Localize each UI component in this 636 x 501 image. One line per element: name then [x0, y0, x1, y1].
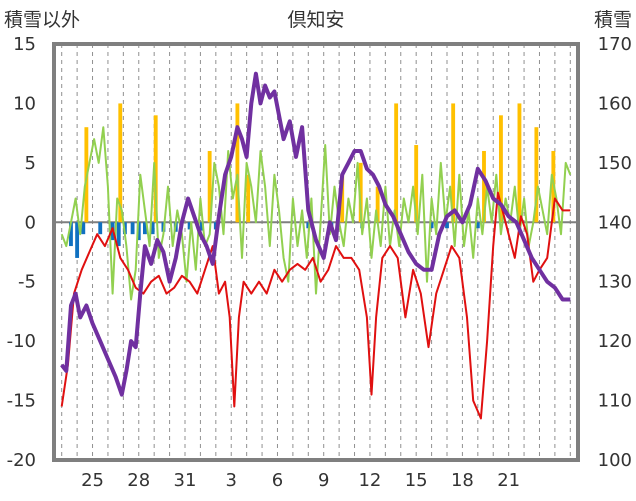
green-series-line [60, 126, 572, 301]
bar-orange [499, 115, 503, 223]
bar-orange [153, 115, 158, 223]
bar-blue [116, 222, 121, 247]
bar-orange [340, 174, 345, 223]
left-tick-label: -15 [7, 391, 36, 412]
grid-lines [54, 44, 578, 460]
left-tick-label: -20 [7, 450, 36, 471]
x-tick-label: 31 [174, 470, 197, 491]
x-axis-ticks: 25 28 31 3 6 9 12 15 18 21 [81, 470, 520, 491]
left-tick-label: 0 [25, 212, 36, 233]
x-tick-label: 18 [451, 470, 474, 491]
bar-blue [130, 222, 135, 235]
left-tick-label: -10 [7, 331, 36, 352]
bar-blue [143, 222, 147, 235]
bar-orange [118, 103, 123, 223]
x-tick-label: 15 [405, 470, 428, 491]
bar-blue [75, 222, 80, 258]
bar-orange [482, 150, 486, 223]
bar-orange [394, 103, 399, 223]
bar-orange [451, 103, 456, 223]
snow-depth-line [60, 71, 571, 397]
right-tick-label: 140 [598, 212, 632, 233]
bar-blue [98, 222, 103, 235]
bar-blue [445, 222, 449, 229]
bar-orange [235, 103, 240, 223]
bar-blue [429, 222, 434, 229]
x-tick-label: 21 [497, 470, 520, 491]
right-tick-label: 130 [598, 272, 632, 293]
bar-blue [81, 222, 86, 235]
x-tick-label: 28 [127, 470, 150, 491]
left-tick-label: -5 [18, 272, 36, 293]
left-tick-label: 5 [25, 153, 36, 174]
bar-blue [150, 222, 155, 235]
bar-orange [358, 162, 363, 223]
bar-orange [534, 127, 539, 223]
bar-orange [207, 150, 212, 223]
left-axis-ticks: 15 10 5 0 -5 -10 -15 -20 [7, 34, 36, 471]
x-tick-label: 12 [358, 470, 381, 491]
bar-blue [69, 222, 73, 247]
right-tick-label: 150 [598, 153, 632, 174]
right-tick-label: 110 [598, 391, 632, 412]
bar-blue [187, 222, 192, 230]
left-axis-title: 積雪以外 [4, 9, 80, 31]
right-axis-title: 積雪 [594, 9, 632, 31]
bar-orange [246, 174, 251, 223]
left-tick-label: 15 [13, 34, 36, 55]
x-tick-label: 6 [272, 470, 283, 491]
bar-orange [375, 186, 380, 223]
line-series [60, 71, 572, 420]
chart-title: 倶知安 [287, 9, 344, 31]
bar-orange [414, 145, 419, 223]
right-tick-label: 170 [598, 34, 632, 55]
bar-orange [517, 103, 522, 223]
bar-blue [136, 222, 141, 241]
temperature-line [60, 191, 571, 420]
right-axis-ticks: 170 160 150 140 130 120 110 100 [598, 34, 632, 471]
x-tick-label: 25 [81, 470, 104, 491]
right-tick-label: 100 [598, 450, 632, 471]
plot-frame [52, 42, 580, 462]
x-tick-label: 3 [226, 470, 237, 491]
left-tick-label: 10 [13, 93, 36, 114]
bar-blue [306, 222, 311, 229]
x-tick-label: 9 [318, 470, 329, 491]
bar-blue [475, 222, 480, 229]
bar-blue [200, 222, 204, 231]
right-tick-label: 160 [598, 93, 632, 114]
right-tick-label: 120 [598, 331, 632, 352]
